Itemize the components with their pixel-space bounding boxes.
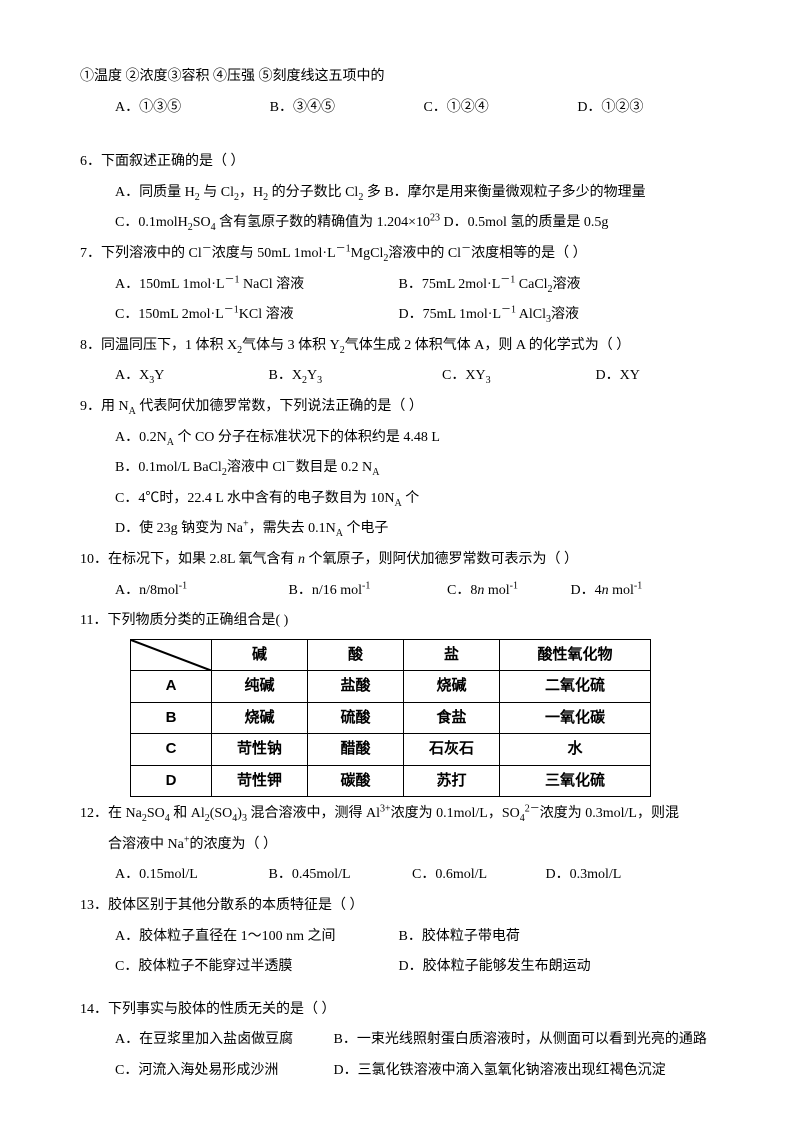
q14-row1: A．在豆浆里加入盐卤做豆腐 B．一束光线照射蛋白质溶液时，从侧面可以看到光亮的通… <box>80 1027 720 1054</box>
q7-row1: A．150mL 1mol·L－1 NaCl 溶液 B．75mL 2mol·L－1… <box>80 272 720 299</box>
q10-opts: A．n/8mol-1 B．n/16 mol-1 C．8n mol-1 D．4n … <box>80 578 720 605</box>
exam-page: ①温度 ②浓度③容积 ④压强 ⑤刻度线这五项中的 A．①③⑤ B．③④⑤ C．①… <box>0 0 800 1132</box>
q10-stem: 10．在标况下，如果 2.8L 氧气含有 n 个氧原子，则阿伏加德罗常数可表示为… <box>80 547 720 574</box>
q12-line2: 合溶液中 Na+的浓度为（ ） <box>80 832 720 859</box>
q12-stem: 12．在 Na2SO4 和 Al2(SO4)3 混合溶液中，测得 Al3+浓度为… <box>80 801 720 828</box>
q5-options: A．①③⑤ B．③④⑤ C．①②④ D．①②③ <box>80 95 720 122</box>
table-row: C 苛性钠 醋酸 石灰石 水 <box>131 734 651 766</box>
q11-stem: 11．下列物质分类的正确组合是( ) <box>80 608 720 635</box>
q9-b: B．0.1mol/L BaCl2溶液中 Cl－数目是 0.2 NA <box>80 455 720 482</box>
q5-opt-b: B．③④⑤ <box>270 95 335 122</box>
q11-table: 碱 酸 盐 酸性氧化物 A 纯碱 盐酸 烧碱 二氧化硫 B 烧碱 硫酸 食盐 一… <box>130 639 651 798</box>
q13-row1: A．胶体粒子直径在 1～100 nm 之间 B．胶体粒子带电荷 <box>80 924 720 951</box>
q8-stem: 8．同温同压下，1 体积 X2气体与 3 体积 Y2气体生成 2 体积气体 A，… <box>80 333 720 360</box>
q5-intro: ①温度 ②浓度③容积 ④压强 ⑤刻度线这五项中的 <box>80 64 720 91</box>
q5-opt-d: D．①②③ <box>577 95 643 122</box>
q8-opts: A．X3Y B．X2Y3 C．XY3 D．XY <box>80 363 720 390</box>
q14-stem: 14．下列事实与胶体的性质无关的是（ ） <box>80 997 720 1024</box>
q7-row2: C．150mL 2mol·L－1KCl 溶液 D．75mL 1mol·L－1 A… <box>80 302 720 329</box>
q13-stem: 13．胶体区别于其他分散系的本质特征是（ ） <box>80 893 720 920</box>
table-row: B 烧碱 硫酸 食盐 一氧化碳 <box>131 702 651 734</box>
q13-row2: C．胶体粒子不能穿过半透膜 D．胶体粒子能够发生布朗运动 <box>80 954 720 981</box>
q14-row2: C．河流入海处易形成沙洲 D．三氯化铁溶液中滴入氢氧化钠溶液出现红褐色沉淀 <box>80 1058 720 1085</box>
q12-opts: A．0.15mol/L B．0.45mol/L C．0.6mol/L D．0.3… <box>80 862 720 889</box>
q9-d: D．使 23g 钠变为 Na+，需失去 0.1NA 个电子 <box>80 516 720 543</box>
q6-row1: A．同质量 H2 与 Cl2，H2 的分子数比 Cl2 多 B．摩尔是用来衡量微… <box>80 180 720 207</box>
q9-c: C．4℃时，22.4 L 水中含有的电子数目为 10NA 个 <box>80 486 720 513</box>
q7-stem: 7．下列溶液中的 Cl－浓度与 50mL 1mol·L－1MgCl2溶液中的 C… <box>80 241 720 268</box>
table-row: D 苛性钾 碳酸 苏打 三氧化硫 <box>131 765 651 797</box>
q5-opt-a: A．①③⑤ <box>115 95 181 122</box>
q9-a: A．0.2NA 个 CO 分子在标准状况下的体积约是 4.48 L <box>80 425 720 452</box>
q6-row2: C．0.1molH2SO4 含有氢原子数的精确值为 1.204×1023 D．0… <box>80 210 720 237</box>
q5-opt-c: C．①②④ <box>423 95 488 122</box>
q9-stem: 9．用 NA 代表阿伏加德罗常数，下列说法正确的是（ ） <box>80 394 720 421</box>
q6-stem: 6．下面叙述正确的是（ ） <box>80 149 720 176</box>
table-diag-cell <box>131 639 212 671</box>
table-row: A 纯碱 盐酸 烧碱 二氧化硫 <box>131 671 651 703</box>
